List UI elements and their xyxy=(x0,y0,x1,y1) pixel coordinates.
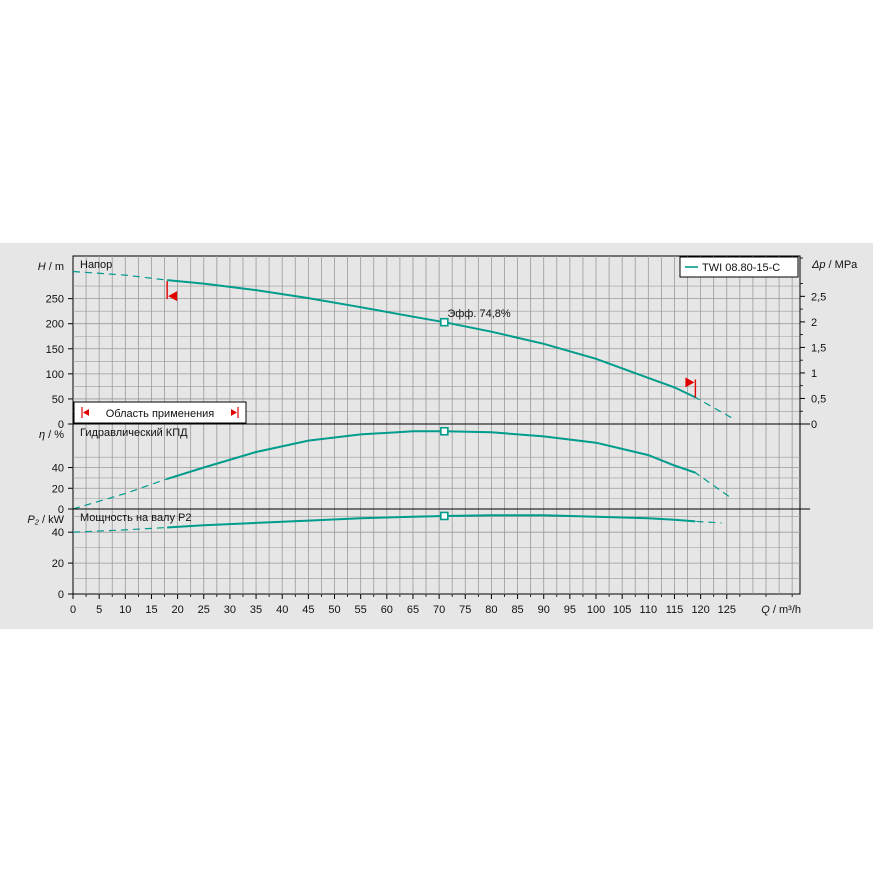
axis-layer xyxy=(68,256,810,599)
application-range-box xyxy=(73,401,247,424)
range-marker-left-flag xyxy=(168,291,178,302)
y2-tick-label: 2 xyxy=(811,317,817,329)
x-tick-label: 45 xyxy=(302,604,314,616)
x-tick-label: 125 xyxy=(718,604,736,616)
y-axis-label: H / m xyxy=(38,261,64,273)
operating-point-efficiency xyxy=(440,426,449,436)
operating-point-power xyxy=(440,511,449,521)
y2-axis-symbol: Δp xyxy=(811,259,826,271)
grid-layer xyxy=(72,255,801,595)
x-tick-label: 65 xyxy=(407,604,419,616)
y-tick-label: 0 xyxy=(58,504,64,516)
y-tick-label: 40 xyxy=(52,527,64,539)
legend-entry: TWI 08.80-15-C xyxy=(702,262,780,274)
y2-tick-label: 0,5 xyxy=(811,393,826,405)
y2-tick-label: 2,5 xyxy=(811,291,826,303)
app-range-right-arrow xyxy=(231,409,237,416)
x-tick-label: 50 xyxy=(328,604,340,616)
x-tick-label: 95 xyxy=(564,604,576,616)
panel-title-head: Напор xyxy=(80,259,112,271)
y-tick-label: 50 xyxy=(52,394,64,406)
range-marker-right-flag xyxy=(685,377,695,388)
x-tick-label: 120 xyxy=(691,604,709,616)
y-axis-symbol: H xyxy=(38,261,46,273)
y2-axis-unit: / MPa xyxy=(826,259,859,271)
y-tick-label: 40 xyxy=(52,463,64,475)
y2-tick-label: 0 xyxy=(811,419,817,431)
x-tick-label: 105 xyxy=(613,604,631,616)
x-tick-label: 30 xyxy=(224,604,236,616)
x-tick-label: 25 xyxy=(198,604,210,616)
y-axis-unit: / m xyxy=(46,261,64,273)
x-tick-label: 5 xyxy=(96,604,102,616)
x-axis-symbol: Q xyxy=(761,604,770,616)
x-tick-label: 0 xyxy=(70,604,76,616)
x-tick-label: 70 xyxy=(433,604,445,616)
legend-box xyxy=(679,256,799,278)
y-axis-unit: / % xyxy=(45,429,64,441)
x-tick-label: 115 xyxy=(666,604,684,616)
y2-tick-label: 1 xyxy=(811,368,817,380)
x-tick-label: 55 xyxy=(355,604,367,616)
app-range-left-arrow xyxy=(83,409,89,416)
y-tick-label: 0 xyxy=(58,589,64,601)
y-tick-label: 250 xyxy=(46,294,64,306)
y2-tick-label: 1,5 xyxy=(811,342,826,354)
panel-title-power: Мощность на валу P2 xyxy=(80,512,192,524)
operating-point-head xyxy=(440,317,449,327)
x-axis-unit: / m³/h xyxy=(770,604,801,616)
x-tick-label: 110 xyxy=(640,604,658,616)
x-tick-label: 60 xyxy=(381,604,393,616)
x-tick-label: 80 xyxy=(485,604,497,616)
y-axis-symbol: η xyxy=(39,429,45,441)
y-axis-symbol: P₂ xyxy=(27,514,39,526)
efficiency-annotation: Эфф. 74,8% xyxy=(447,308,511,320)
plot-area xyxy=(72,255,801,595)
y-tick-label: 0 xyxy=(58,419,64,431)
x-tick-label: 20 xyxy=(171,604,183,616)
y-tick-label: 20 xyxy=(52,558,64,570)
x-tick-label: 90 xyxy=(538,604,550,616)
panel-title-efficiency: Гидравлический КПД xyxy=(80,427,188,439)
y-tick-label: 200 xyxy=(46,319,64,331)
y-axis-unit: / kW xyxy=(39,514,65,526)
pump-curve-chart: 0 50 100 150 200 250 0 0,5 1 1,5 2 2,5 Δp / MPa H / m… xyxy=(0,243,873,629)
curve-layer xyxy=(72,270,733,533)
y-tick-label: 100 xyxy=(46,369,64,381)
x-tick-label: 15 xyxy=(145,604,157,616)
y-tick-label: 20 xyxy=(52,483,64,495)
x-tick-label: 85 xyxy=(511,604,523,616)
y2-axis-label: Δp / MPa xyxy=(811,259,858,271)
y-tick-label: 150 xyxy=(46,344,64,356)
x-tick-label: 75 xyxy=(459,604,471,616)
x-axis-label: Q / m³/h xyxy=(761,604,801,616)
y-axis-label: P₂ / kW xyxy=(27,514,64,526)
x-tick-label: 100 xyxy=(587,604,605,616)
x-tick-label: 10 xyxy=(119,604,131,616)
x-tick-label: 35 xyxy=(250,604,262,616)
x-tick-label: 40 xyxy=(276,604,288,616)
y-axis-label: η / % xyxy=(39,429,64,441)
application-range-label: Область применения xyxy=(106,408,215,420)
